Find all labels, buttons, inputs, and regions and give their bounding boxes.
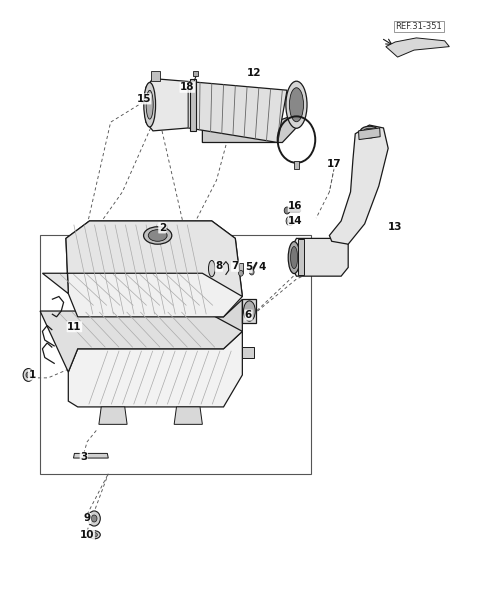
Text: 11: 11 <box>67 322 82 331</box>
Ellipse shape <box>363 128 376 136</box>
Polygon shape <box>329 125 388 244</box>
Bar <box>242 347 254 358</box>
Bar <box>298 239 304 275</box>
Bar <box>239 263 243 273</box>
Bar <box>151 71 160 81</box>
Text: 14: 14 <box>288 216 303 226</box>
Polygon shape <box>40 311 242 372</box>
Circle shape <box>23 369 34 381</box>
Circle shape <box>284 207 290 214</box>
Bar <box>40 235 311 474</box>
Ellipse shape <box>88 531 100 539</box>
Text: 5: 5 <box>245 263 252 272</box>
Text: 3: 3 <box>80 452 87 462</box>
Bar <box>190 78 196 131</box>
Bar <box>242 299 256 323</box>
Polygon shape <box>68 331 242 407</box>
Text: 7: 7 <box>232 262 239 271</box>
Text: 10: 10 <box>80 530 95 540</box>
Text: 12: 12 <box>247 68 262 78</box>
Ellipse shape <box>289 88 303 122</box>
Circle shape <box>88 511 100 526</box>
Polygon shape <box>42 221 242 296</box>
Polygon shape <box>73 454 108 458</box>
Ellipse shape <box>91 533 97 537</box>
Ellipse shape <box>148 229 167 241</box>
Ellipse shape <box>290 247 298 269</box>
Text: 17: 17 <box>327 159 341 169</box>
Text: 4: 4 <box>259 263 266 272</box>
Polygon shape <box>68 299 242 349</box>
Polygon shape <box>203 113 299 142</box>
Ellipse shape <box>144 82 156 127</box>
Bar <box>294 161 299 168</box>
Circle shape <box>286 216 294 225</box>
Polygon shape <box>174 407 203 425</box>
Circle shape <box>91 515 97 522</box>
Text: 9: 9 <box>84 514 91 524</box>
Polygon shape <box>292 238 348 276</box>
Text: 6: 6 <box>245 310 252 320</box>
Ellipse shape <box>288 241 300 273</box>
Ellipse shape <box>146 90 153 119</box>
Ellipse shape <box>208 260 215 277</box>
Text: 13: 13 <box>388 222 403 232</box>
Text: 16: 16 <box>288 202 303 212</box>
Text: 2: 2 <box>159 223 166 233</box>
Polygon shape <box>188 81 287 142</box>
Polygon shape <box>99 407 127 425</box>
Circle shape <box>250 269 254 275</box>
Ellipse shape <box>243 301 255 321</box>
Text: 8: 8 <box>215 262 222 271</box>
Polygon shape <box>386 38 449 57</box>
Polygon shape <box>359 128 380 139</box>
Polygon shape <box>66 221 242 317</box>
Text: 1: 1 <box>28 370 36 380</box>
Text: 15: 15 <box>136 94 151 104</box>
Circle shape <box>26 372 31 378</box>
Ellipse shape <box>360 126 379 138</box>
Ellipse shape <box>286 81 307 128</box>
Text: 18: 18 <box>180 82 194 93</box>
Circle shape <box>288 219 292 224</box>
Text: REF.31-351: REF.31-351 <box>396 22 442 31</box>
Ellipse shape <box>144 227 172 244</box>
Polygon shape <box>146 79 188 131</box>
Bar <box>193 71 198 76</box>
Circle shape <box>239 270 243 276</box>
